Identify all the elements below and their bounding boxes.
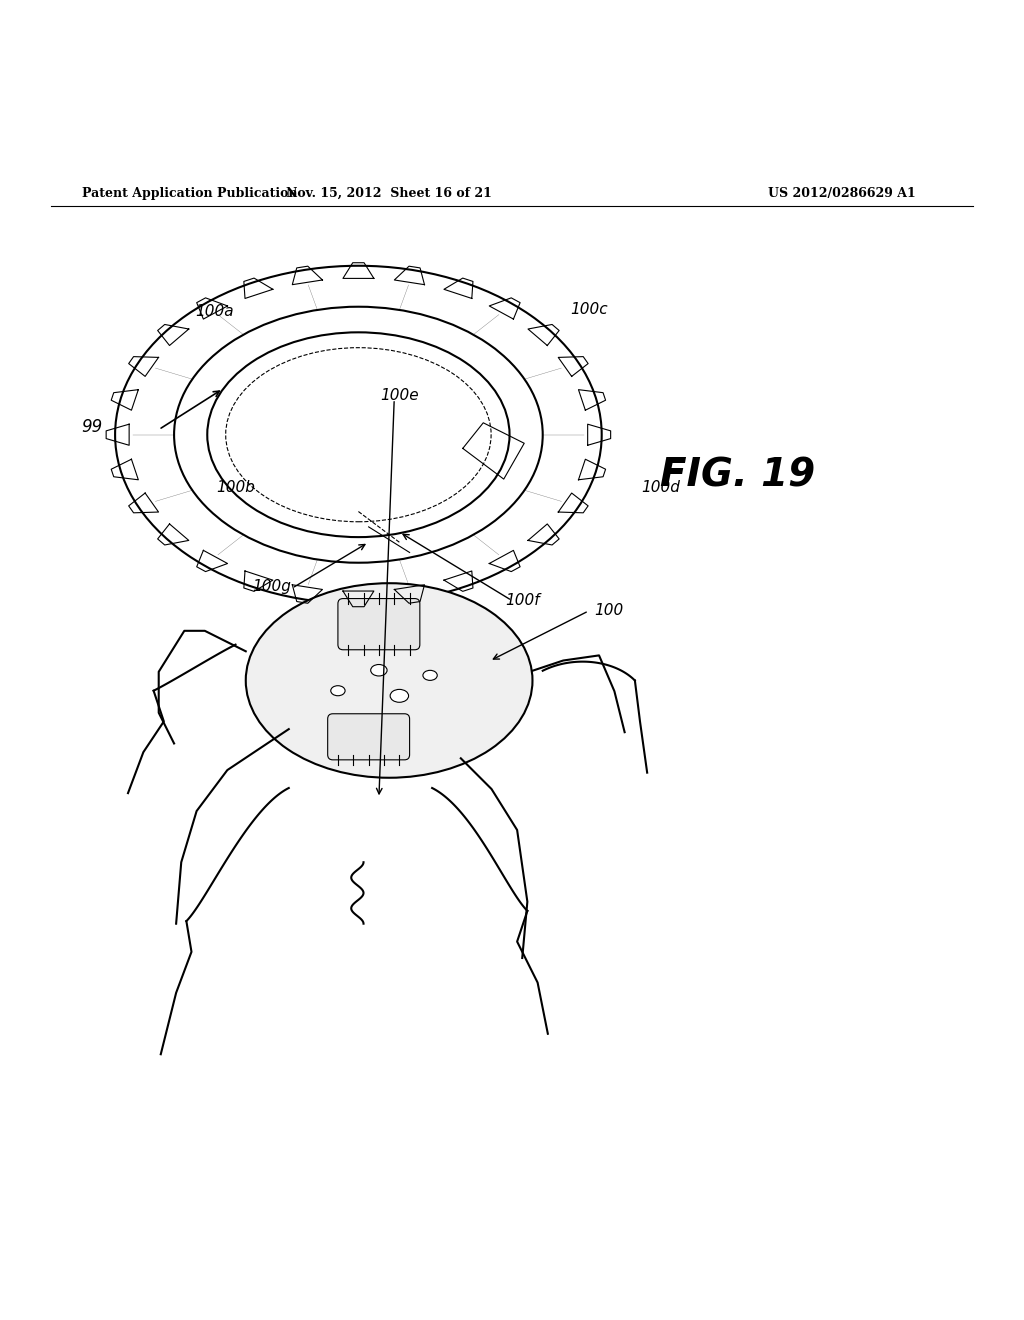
Text: US 2012/0286629 A1: US 2012/0286629 A1 (768, 186, 915, 199)
Ellipse shape (390, 689, 409, 702)
Ellipse shape (207, 333, 510, 537)
Text: 100a: 100a (196, 305, 234, 319)
Ellipse shape (246, 583, 532, 777)
Ellipse shape (331, 685, 345, 696)
Text: Nov. 15, 2012  Sheet 16 of 21: Nov. 15, 2012 Sheet 16 of 21 (286, 186, 493, 199)
Text: 100b: 100b (216, 480, 255, 495)
Text: 100f: 100f (505, 593, 540, 609)
Ellipse shape (423, 671, 437, 680)
FancyBboxPatch shape (328, 714, 410, 760)
Text: 100: 100 (595, 603, 624, 618)
Text: 100e: 100e (380, 388, 419, 404)
Text: 100d: 100d (641, 480, 680, 495)
Text: 100g: 100g (252, 578, 291, 594)
Text: Patent Application Publication: Patent Application Publication (82, 186, 297, 199)
Text: 100c: 100c (570, 302, 607, 317)
Text: FIG. 19: FIG. 19 (659, 457, 815, 495)
FancyBboxPatch shape (338, 598, 420, 649)
Ellipse shape (371, 664, 387, 676)
Text: 99: 99 (82, 417, 102, 436)
